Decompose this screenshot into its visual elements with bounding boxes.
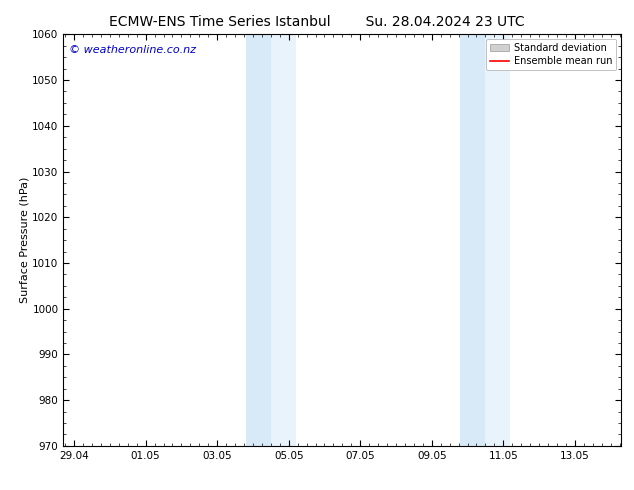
Y-axis label: Surface Pressure (hPa): Surface Pressure (hPa) [20, 177, 30, 303]
Text: ECMW-ENS Time Series Istanbul        Su. 28.04.2024 23 UTC: ECMW-ENS Time Series Istanbul Su. 28.04.… [109, 15, 525, 29]
Text: © weatheronline.co.nz: © weatheronline.co.nz [69, 45, 196, 54]
Legend: Standard deviation, Ensemble mean run: Standard deviation, Ensemble mean run [486, 39, 616, 70]
Bar [271, 34, 296, 446]
Bar [246, 34, 271, 446]
Bar [460, 34, 486, 446]
Bar [486, 34, 510, 446]
